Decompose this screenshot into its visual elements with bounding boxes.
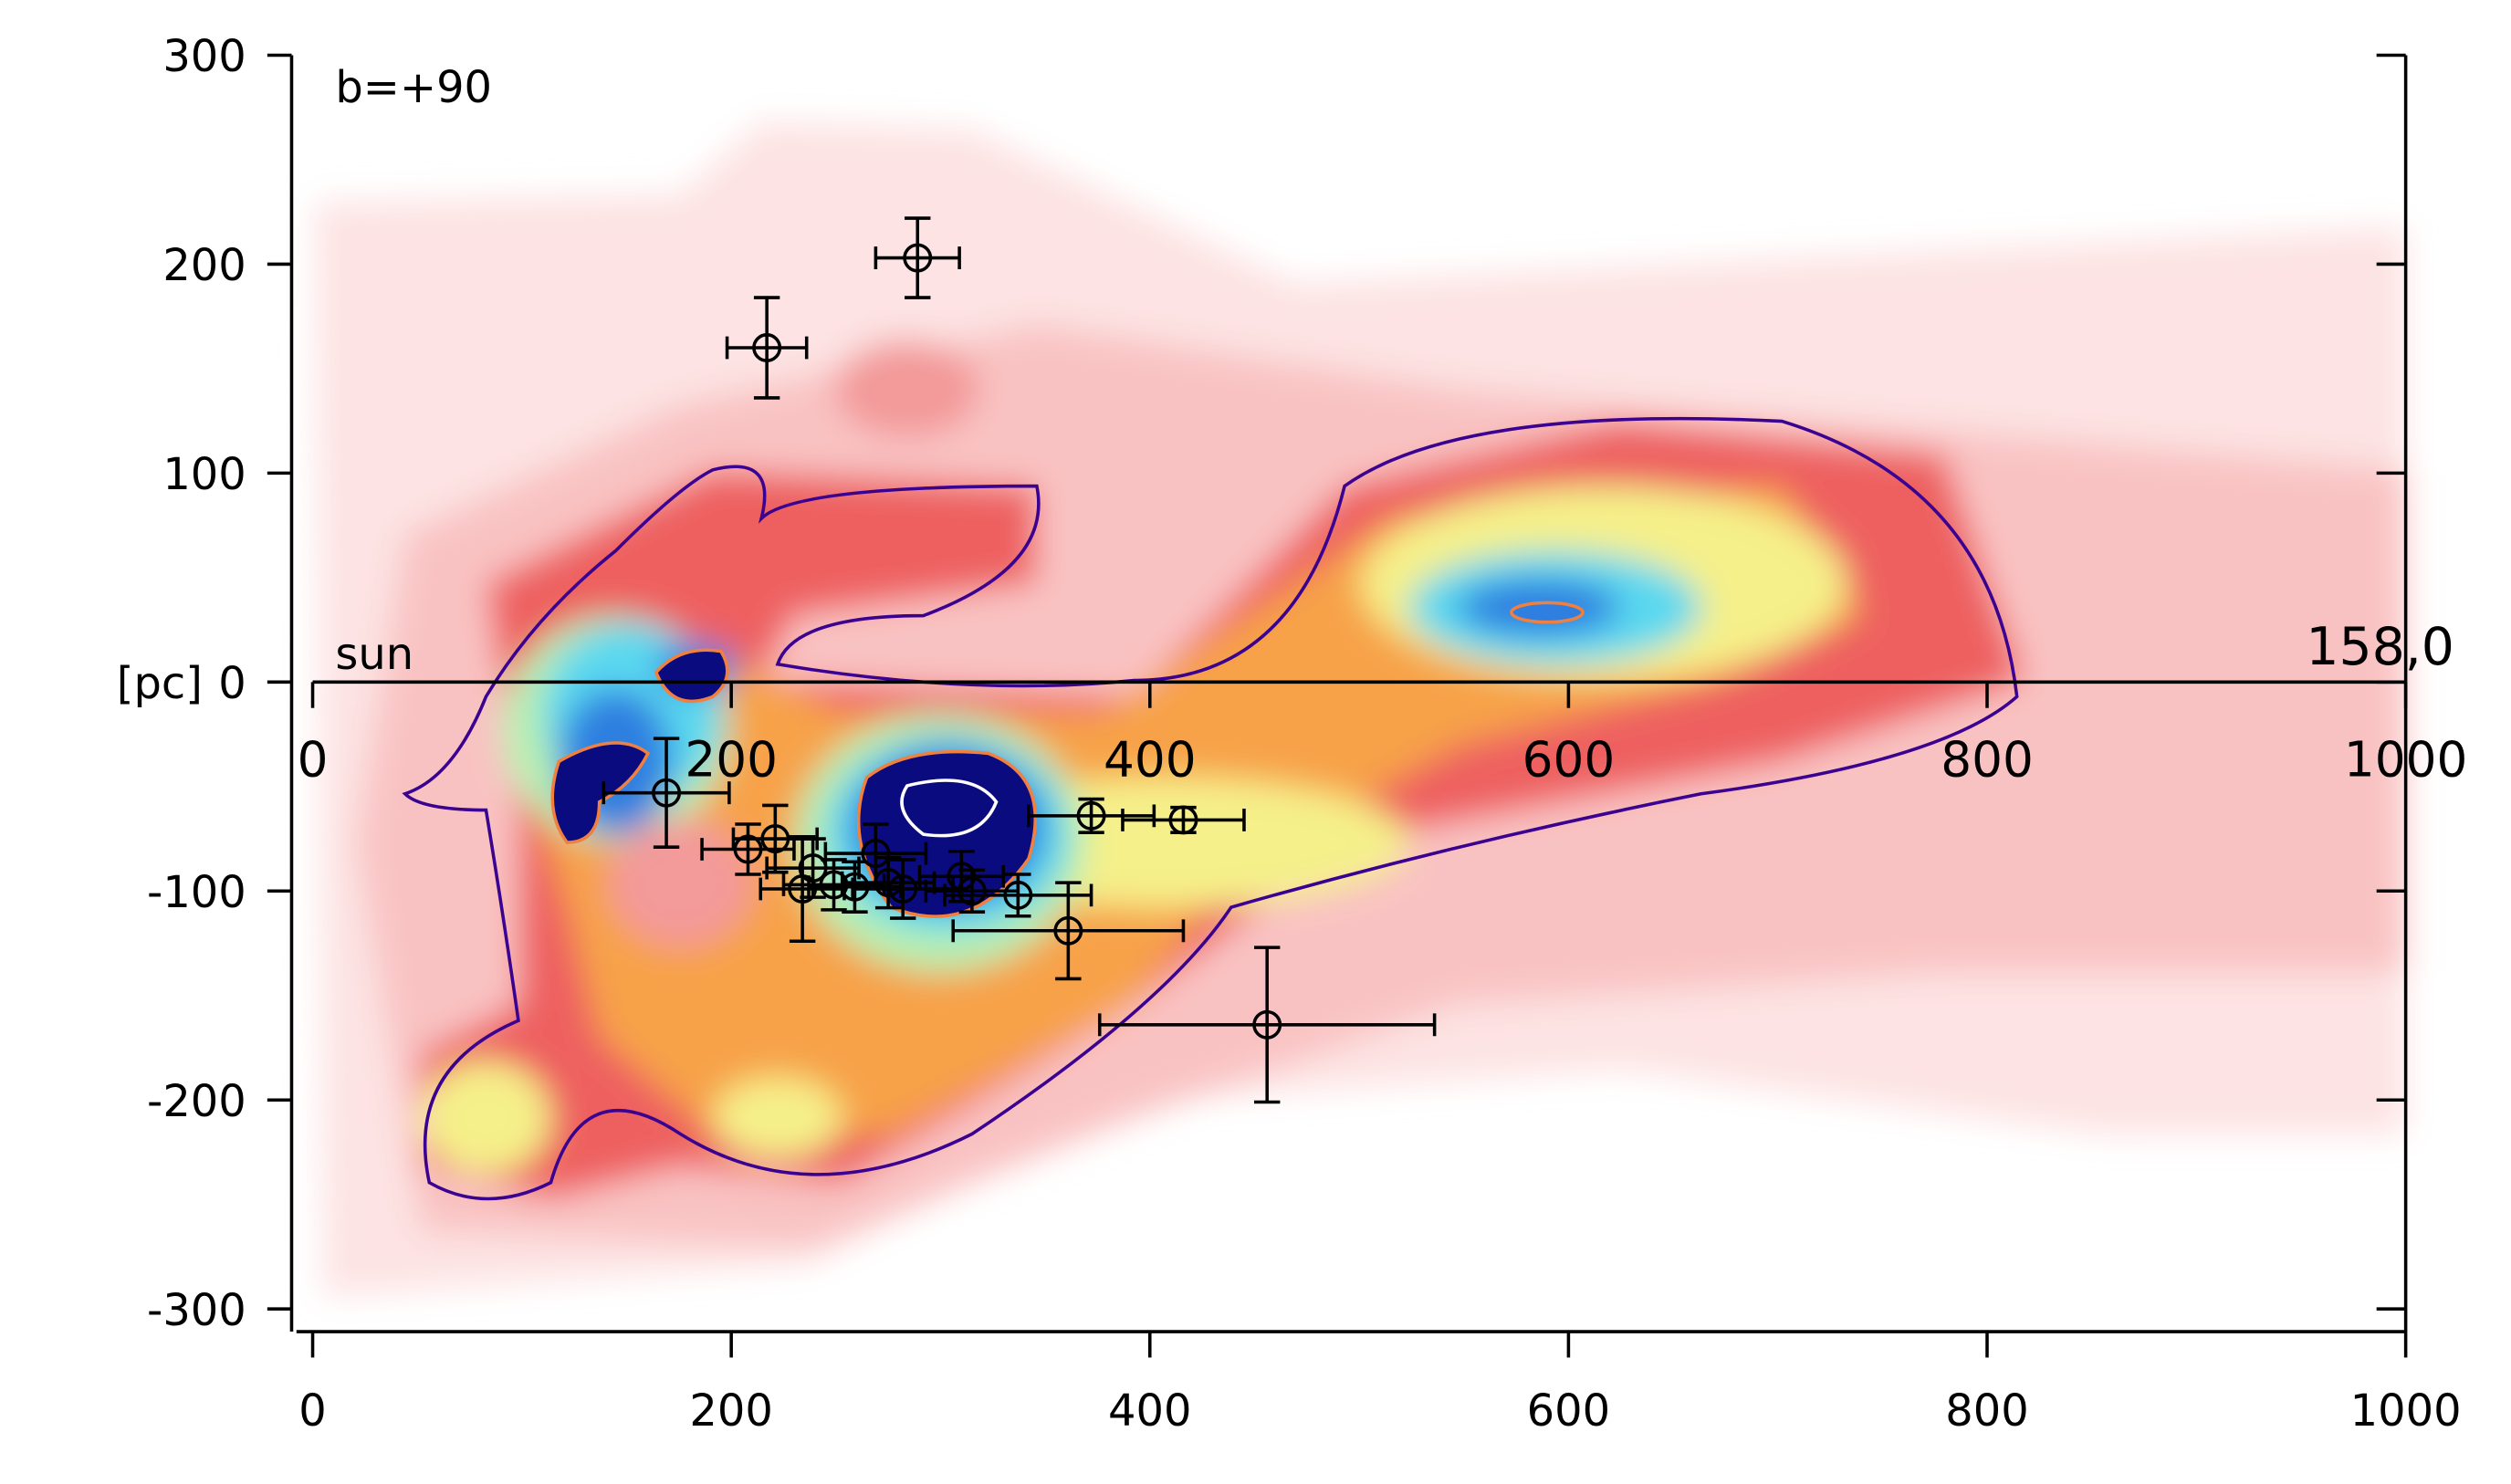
point [957,876,987,906]
x-tick-label: 600 [1527,1386,1610,1437]
point [1076,800,1106,831]
y-error-bar [1253,946,1281,1104]
point [733,834,763,864]
y-tick-label: 200 [162,241,246,291]
point [874,868,904,898]
annotation: b=+90 [335,63,492,113]
y-error-bar [905,216,931,299]
point [1252,1009,1282,1040]
y-error-bar [653,737,680,849]
y-tick-label: -300 [147,1286,246,1336]
y-error-bar [735,822,761,876]
x-tick-label: 1000 [2350,1386,2462,1437]
point [819,870,849,900]
y-error-bar [753,296,780,400]
y-tick-label: -200 [147,1077,246,1127]
y-tick-label: 0 [218,659,246,709]
y-error-bar [948,850,975,904]
origin-label: sun [335,630,413,680]
point [760,824,790,854]
density-map [316,121,2406,1296]
point [947,862,977,892]
y-error-bar [889,858,916,920]
marker-label: 158,0 [2306,617,2454,677]
origin-axis-tick-label: 800 [1941,731,2034,788]
origin-axis-tick-label: 1000 [2344,731,2467,788]
x-tick-label: 800 [1945,1386,2028,1437]
y-error-bar [1055,881,1082,981]
y-error-bar [1078,797,1104,834]
point [903,243,933,273]
y-tick-label: 100 [162,450,246,500]
x-tick-label: 0 [298,1386,326,1437]
y-error-bar [874,855,902,910]
point [1003,880,1033,910]
y-axis-label: [pc] [117,659,203,709]
point [1053,915,1083,946]
y-tick-label: -100 [147,868,246,918]
origin-axis-tick-label: 400 [1104,731,1197,788]
point [798,853,828,883]
point [888,874,918,904]
y-tick-label: 300 [162,32,246,82]
x-tick-label: 400 [1108,1386,1191,1437]
origin-axis-tick-label: 200 [685,731,778,788]
point [861,839,891,869]
y-error-bar [842,860,868,914]
x-tick-label: 200 [689,1386,772,1437]
point [652,778,682,808]
point [752,333,782,362]
origin-axis-tick-label: 600 [1522,731,1616,788]
point [1168,805,1198,835]
origin-axis-tick-label: 0 [298,731,329,788]
y-error-bar [789,834,816,944]
